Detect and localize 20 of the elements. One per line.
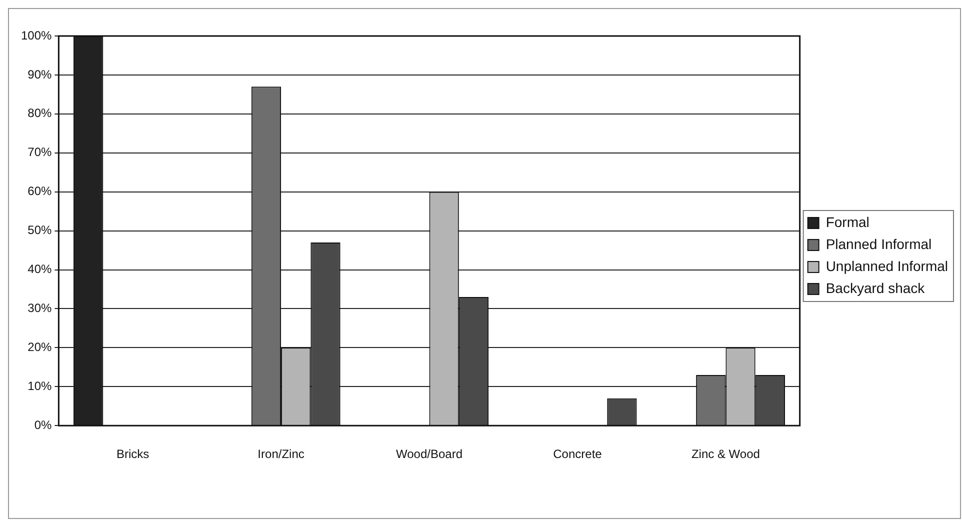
legend-label: Backyard shack bbox=[826, 280, 926, 296]
y-tick-label: 20% bbox=[28, 340, 52, 354]
y-tick-label: 30% bbox=[28, 301, 52, 316]
y-tick-label: 10% bbox=[28, 378, 52, 393]
y-tick-label: 60% bbox=[28, 184, 52, 198]
y-tick-label: 50% bbox=[28, 223, 52, 238]
x-tick-label: Iron/Zinc bbox=[258, 447, 304, 462]
y-tick-label: 100% bbox=[20, 28, 52, 42]
y-tick-label: 40% bbox=[28, 262, 52, 276]
legend-label: Formal bbox=[826, 214, 870, 230]
x-tick-label: Wood/Board bbox=[396, 447, 463, 462]
x-tick-label: Bricks bbox=[116, 447, 150, 462]
x-tick-label: Concrete bbox=[553, 447, 602, 462]
y-tick-label: 80% bbox=[28, 106, 52, 120]
y-tick-label: 0% bbox=[34, 418, 52, 432]
y-tick-label: 70% bbox=[28, 145, 52, 160]
legend-label: Unplanned Informal bbox=[826, 258, 948, 274]
legend-label: Planned Informal bbox=[826, 236, 932, 252]
y-tick-label: 90% bbox=[28, 67, 52, 82]
x-tick-label: Zinc & Wood bbox=[691, 447, 760, 462]
